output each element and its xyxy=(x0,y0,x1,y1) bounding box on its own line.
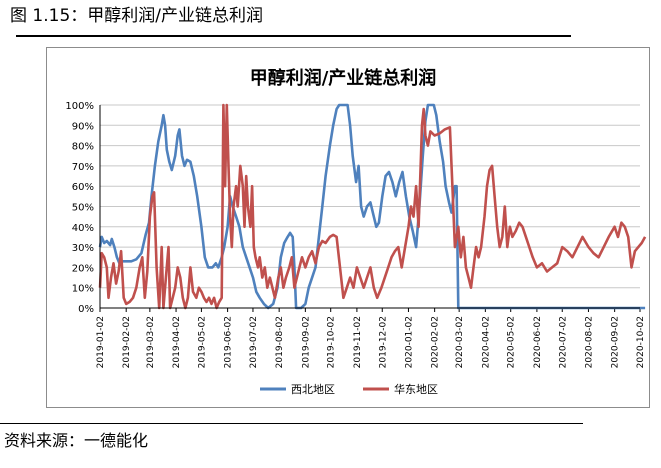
chart-frame: 甲醇利润/产业链总利润 0% 10% 20% 30% 40% 50% 60% 70% 80% 90… xyxy=(46,47,650,408)
y-tick-label: 70% xyxy=(72,162,94,173)
source-note: 资料来源：一德能化 xyxy=(4,431,149,450)
x-tick-label: 2020-02-02 xyxy=(431,316,441,368)
x-tick-label: 2019-09-02 xyxy=(301,316,311,368)
x-tick-label: 2019-12-02 xyxy=(378,316,388,368)
x-tick-label: 2020-07-02 xyxy=(558,316,568,368)
figure-caption: 图 1.15：甲醇利润/产业链总利润 xyxy=(10,6,263,26)
x-tick-label: 2019-10-02 xyxy=(327,316,337,368)
x-tick-label: 2019-05-02 xyxy=(197,316,207,368)
caption-rule xyxy=(16,35,571,37)
y-axis-ticks: 0% 10% 20% 30% 40% 50% 60% 70% 80% 90% 100% xyxy=(65,101,94,315)
axes xyxy=(99,105,640,309)
y-tick-label: 30% xyxy=(72,243,94,254)
x-tick-label: 2019-04-02 xyxy=(172,316,182,368)
x-tick-label: 2020-05-02 xyxy=(507,316,517,368)
x-tick-label: 2019-06-02 xyxy=(224,316,234,368)
x-tick-label: 2019-07-02 xyxy=(249,316,259,368)
x-tick-label: 2020-09-02 xyxy=(611,316,621,368)
legend: 西北地区 华东地区 xyxy=(260,382,438,396)
y-tick-label: 50% xyxy=(72,203,94,214)
y-tick-label: 100% xyxy=(65,101,94,112)
y-tick-label: 20% xyxy=(72,263,94,274)
source-rule xyxy=(0,423,583,424)
x-tick-label: 2019-01-02 xyxy=(96,316,106,368)
y-tick-label: 0% xyxy=(78,304,94,315)
y-tick-label: 40% xyxy=(72,223,94,234)
chart-title: 甲醇利润/产业链总利润 xyxy=(250,67,437,89)
series-lines xyxy=(98,103,647,310)
x-axis-ticks: 2019-01-02 2019-02-02 2019-03-02 2019-04-02… xyxy=(96,308,646,368)
y-tick-label: 10% xyxy=(72,284,94,295)
profit-ratio-line-chart: 甲醇利润/产业链总利润 0% 10% 20% 30% 40% 50% 60% 70% 80% 90… xyxy=(65,67,647,396)
x-tick-label: 2020-08-02 xyxy=(584,316,594,368)
x-tick-label: 2020-04-02 xyxy=(481,316,491,368)
x-tick-label: 2020-01-02 xyxy=(404,316,414,368)
x-tick-label: 2020-03-02 xyxy=(455,316,465,368)
x-tick-label: 2019-02-02 xyxy=(122,316,132,368)
legend-label: 西北地区 xyxy=(291,383,335,396)
legend-label: 华东地区 xyxy=(394,382,438,396)
x-tick-label: 2019-11-02 xyxy=(353,316,363,368)
series-line-2 xyxy=(98,103,647,310)
y-tick-label: 90% xyxy=(72,121,94,132)
x-tick-label: 2019-08-02 xyxy=(275,316,285,368)
x-tick-label: 2019-03-02 xyxy=(146,316,156,368)
y-tick-label: 80% xyxy=(72,142,94,153)
x-tick-label: 2020-10-02 xyxy=(636,316,646,368)
x-tick-label: 2020-06-02 xyxy=(533,316,543,368)
y-tick-label: 60% xyxy=(72,182,94,193)
